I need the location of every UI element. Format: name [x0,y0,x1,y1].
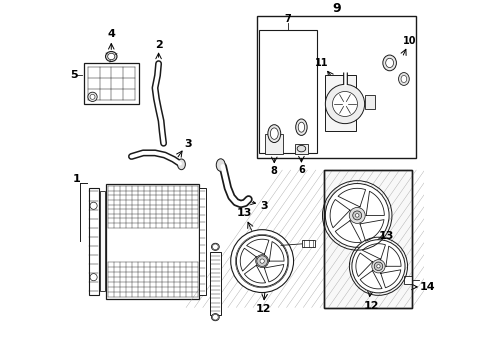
Text: 8: 8 [271,166,278,176]
Bar [302,240,315,247]
Bar [266,134,283,154]
Bar [295,144,308,154]
Circle shape [90,94,95,99]
Bar [323,170,412,307]
Circle shape [235,234,289,288]
Circle shape [88,92,97,102]
Text: 3: 3 [261,201,268,211]
Ellipse shape [105,51,117,62]
Circle shape [377,265,380,268]
Text: 13: 13 [237,208,252,218]
Circle shape [213,244,218,250]
Circle shape [355,213,359,217]
Bar [210,252,221,315]
Ellipse shape [268,125,281,143]
Text: 9: 9 [333,2,341,15]
Circle shape [257,256,268,266]
Text: 6: 6 [298,165,305,175]
Circle shape [325,184,389,247]
Ellipse shape [216,159,225,171]
Text: 12: 12 [256,304,271,314]
Text: 1: 1 [73,174,81,184]
Ellipse shape [108,53,115,60]
Ellipse shape [295,119,307,135]
Bar [199,188,206,295]
Bar [258,17,416,158]
Text: 14: 14 [419,282,435,292]
Text: 5: 5 [71,70,78,80]
Circle shape [90,202,97,209]
Bar [89,188,98,295]
Text: 2: 2 [155,40,163,50]
Circle shape [353,211,362,220]
Text: 3: 3 [185,139,193,149]
Circle shape [333,91,358,117]
Bar [100,192,105,292]
Circle shape [349,207,365,224]
Ellipse shape [386,58,393,68]
Text: 4: 4 [107,30,115,39]
Bar [325,75,356,131]
Circle shape [213,314,218,320]
Ellipse shape [297,145,306,152]
Circle shape [374,262,383,270]
Text: 13: 13 [378,231,394,241]
Bar [323,170,412,307]
Circle shape [372,260,385,273]
Circle shape [325,84,365,123]
Ellipse shape [211,314,220,321]
Circle shape [236,235,288,287]
Ellipse shape [401,75,407,82]
Bar [84,63,139,104]
Bar [106,184,199,298]
Bar [404,276,412,284]
Text: 7: 7 [285,14,292,24]
Circle shape [352,240,405,293]
Ellipse shape [398,73,409,85]
Bar [324,171,412,307]
Circle shape [90,274,97,281]
Ellipse shape [383,55,396,71]
Circle shape [256,255,269,267]
Bar [259,30,318,153]
Circle shape [260,259,264,263]
Ellipse shape [270,128,278,139]
Ellipse shape [177,159,185,170]
Circle shape [231,230,294,293]
Bar [365,95,375,109]
Circle shape [352,240,405,293]
Text: 12: 12 [364,301,380,311]
Circle shape [325,184,389,247]
Text: 11: 11 [315,58,328,68]
Ellipse shape [298,122,305,132]
Ellipse shape [211,243,220,251]
Text: 10: 10 [403,36,416,46]
